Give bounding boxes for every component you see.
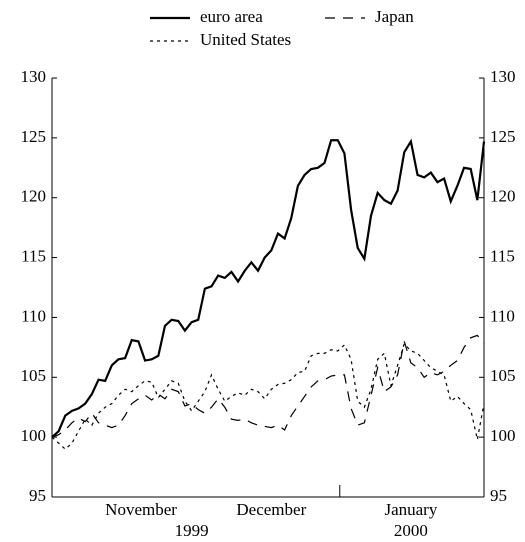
y-tick-label: 120	[21, 187, 47, 206]
legend-label: United States	[200, 30, 291, 49]
y-tick-label: 105	[21, 366, 47, 385]
legend-label: euro area	[200, 7, 263, 26]
series-line	[51, 138, 486, 438]
x-tick-label: December	[236, 500, 306, 519]
y2-tick-label: 120	[490, 187, 516, 206]
y2-tick-label: 115	[490, 246, 515, 265]
y-tick-label: 130	[21, 67, 47, 86]
y-tick-label: 125	[21, 127, 47, 146]
y2-tick-label: 100	[490, 426, 516, 445]
y-tick-label: 115	[21, 246, 46, 265]
y-tick-label: 95	[29, 486, 46, 505]
x-year-label: 2000	[394, 521, 428, 540]
y2-tick-label: 125	[490, 127, 516, 146]
series-line	[51, 342, 485, 450]
y2-tick-label: 130	[490, 67, 516, 86]
y2-tick-label: 110	[490, 306, 515, 325]
y-tick-label: 100	[21, 426, 47, 445]
y-tick-label: 110	[21, 306, 46, 325]
x-year-label: 1999	[175, 521, 209, 540]
y2-tick-label: 105	[490, 366, 516, 385]
legend-label: Japan	[375, 7, 414, 26]
y2-tick-label: 95	[490, 486, 507, 505]
x-tick-label: January	[384, 500, 437, 519]
series-line	[51, 334, 485, 438]
x-tick-label: November	[105, 500, 177, 519]
